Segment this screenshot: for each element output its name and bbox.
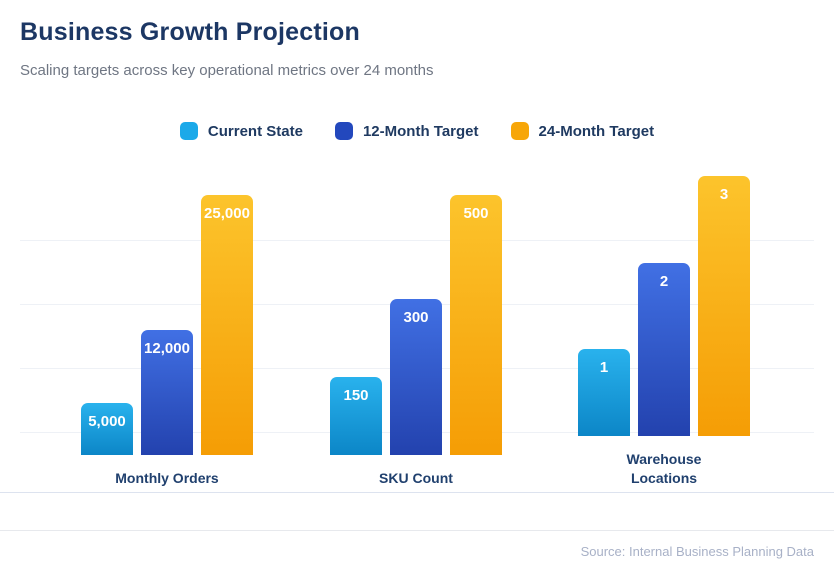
bar-value-label: 150 (343, 387, 369, 404)
legend-label: 12-Month Target (362, 122, 479, 140)
legend-item-current-state: Current State (179, 122, 303, 140)
page-title: Business Growth Projection (20, 18, 360, 46)
legend-label: Current State (207, 122, 303, 140)
bar-group-sku-count: 150 300 500 SKU Count (330, 195, 502, 492)
category-label-sku-count: SKU Count (379, 470, 453, 486)
bar-12-month-target-sku-count: 300 (390, 299, 442, 455)
legend: Current State 12-Month Target 24-Month Tar… (0, 122, 834, 140)
bars-row: 150 300 500 (330, 195, 502, 455)
bars-row: 1 2 3 (578, 176, 750, 436)
legend-item-24-month-target: 24-Month Target (510, 122, 655, 140)
bar-current-state-sku-count: 150 (330, 377, 382, 455)
source-note: Source: Internal Business Planning Data (580, 544, 814, 559)
bar-group-warehouse-locations: 1 2 3 Warehouse Locations (578, 176, 750, 492)
bar-value-label: 5,000 (88, 413, 126, 430)
legend-item-12-month-target: 12-Month Target (334, 122, 479, 140)
x-axis-line (0, 492, 834, 493)
gridline (20, 240, 814, 241)
bar-24-month-target-sku-count: 500 (450, 195, 502, 455)
category-label-warehouse-locations: Warehouse Locations (626, 451, 702, 486)
legend-swatch-12-month-target (334, 122, 353, 140)
bar-value-label: 3 (719, 186, 729, 203)
bar-24-month-target-monthly-orders: 25,000 (201, 195, 253, 455)
footer-divider (0, 530, 834, 531)
bar-value-label: 1 (599, 359, 609, 376)
bar-chart: 5,000 12,000 25,000 Monthly Orders 150 300 500… (0, 170, 834, 493)
bar-current-state-warehouse-locations: 1 (578, 349, 630, 436)
bar-value-label: 2 (659, 273, 669, 290)
bar-current-state-monthly-orders: 5,000 (81, 403, 133, 455)
bars-row: 5,000 12,000 25,000 (81, 195, 253, 455)
category-label-monthly-orders: Monthly Orders (115, 470, 219, 486)
bar-group-monthly-orders: 5,000 12,000 25,000 Monthly Orders (81, 195, 253, 492)
bar-value-label: 12,000 (144, 340, 190, 357)
bar-value-label: 25,000 (204, 205, 250, 222)
legend-swatch-24-month-target (510, 122, 529, 140)
bar-24-month-target-warehouse-locations: 3 (698, 176, 750, 436)
legend-swatch-current-state (179, 122, 198, 140)
page-subtitle: Scaling targets across key operational m… (20, 62, 434, 79)
bar-12-month-target-monthly-orders: 12,000 (141, 330, 193, 455)
bar-value-label: 500 (463, 205, 489, 222)
bar-value-label: 300 (403, 309, 429, 326)
legend-label: 24-Month Target (538, 122, 655, 140)
bar-12-month-target-warehouse-locations: 2 (638, 263, 690, 436)
